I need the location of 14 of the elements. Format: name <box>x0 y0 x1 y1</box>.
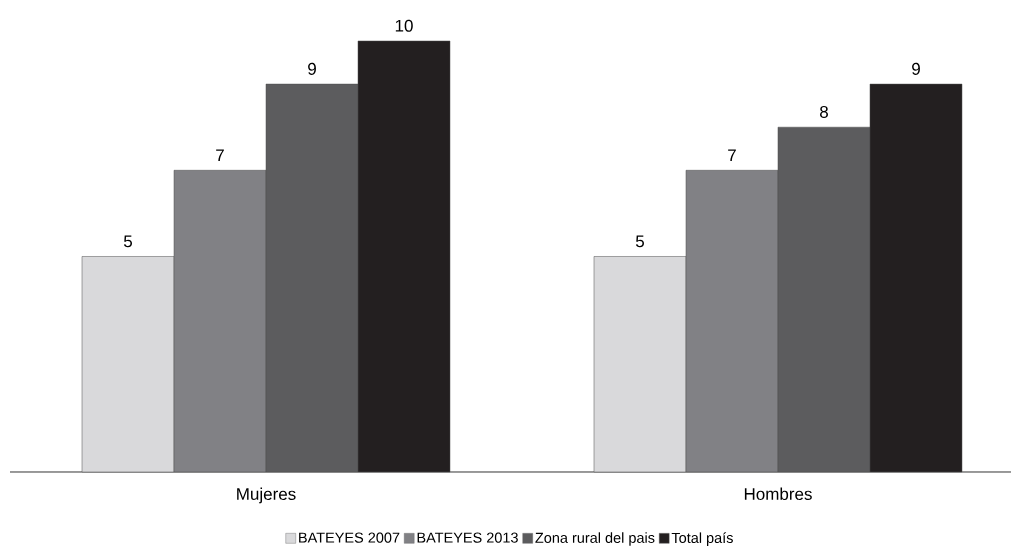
data-label: 5 <box>635 235 644 248</box>
x-tick-label: Hombres <box>744 487 812 501</box>
data-label: 5 <box>123 235 133 248</box>
legend-label: BATEYES 2013 <box>417 532 518 543</box>
legend-label: Total país <box>671 532 733 546</box>
data-label: 9 <box>308 62 316 75</box>
x-tick-label: Mujeres <box>237 487 296 504</box>
legend-label: Zona rural del pais <box>535 532 655 546</box>
data-label: 7 <box>728 149 736 162</box>
legend-label: BATEYES 2007 <box>299 532 400 543</box>
data-label: 10 <box>395 19 413 32</box>
data-label: 8 <box>820 105 828 118</box>
data-label: 9 <box>912 62 920 75</box>
data-label: 7 <box>216 149 224 162</box>
